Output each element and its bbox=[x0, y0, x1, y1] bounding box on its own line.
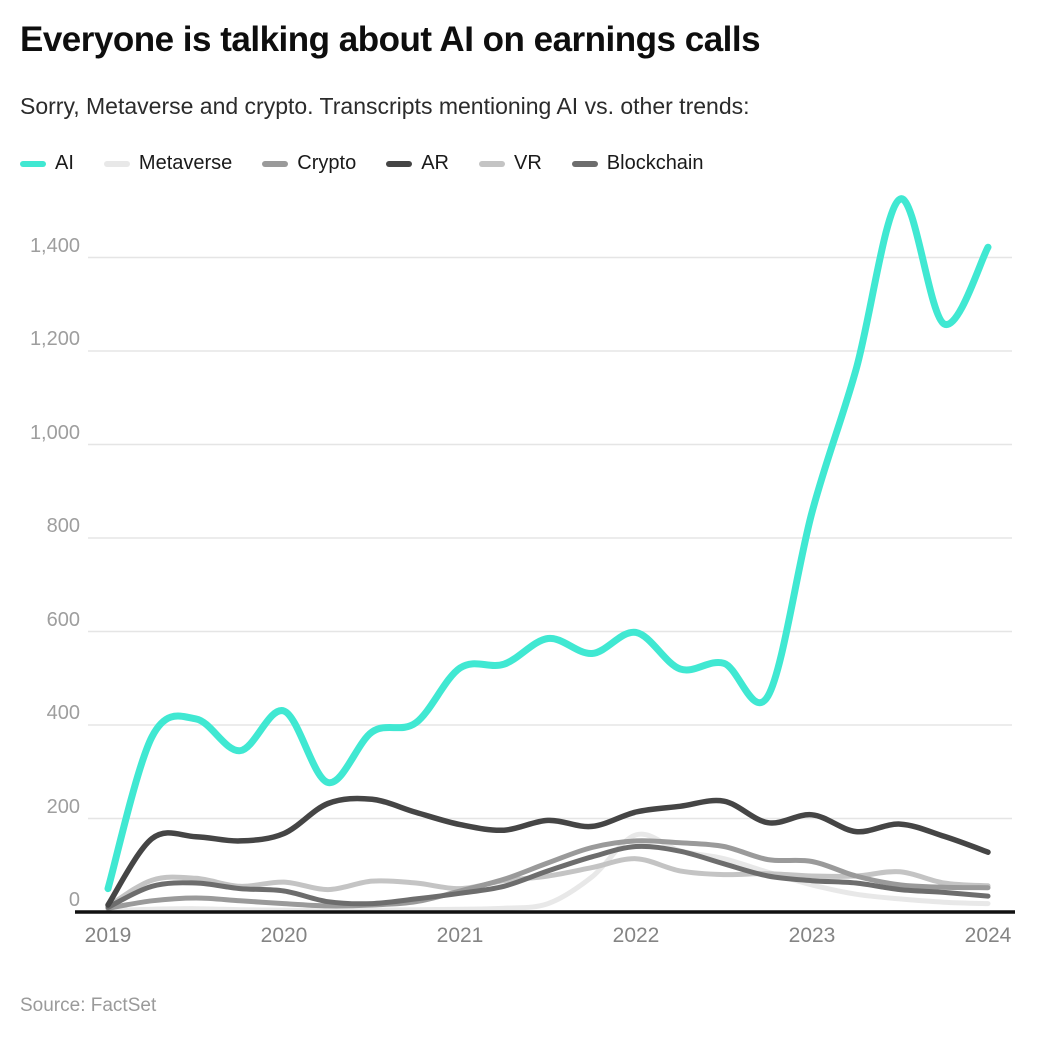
legend-item-ar: AR bbox=[386, 152, 449, 175]
legend-item-metaverse: Metaverse bbox=[103, 152, 233, 175]
y-tick-label: 1,200 bbox=[29, 328, 80, 350]
x-tick-label: 2019 bbox=[84, 924, 132, 947]
chart-title: Everyone is talking about AI on earnings… bbox=[20, 20, 761, 59]
y-tick-label: 0 bbox=[68, 889, 80, 911]
legend-swatch-metaverse bbox=[103, 160, 130, 167]
x-tick-label: 2020 bbox=[260, 924, 308, 947]
legend-item-blockchain: Blockchain bbox=[571, 152, 704, 175]
legend-item-ai: AI bbox=[20, 152, 74, 175]
line-blockchain bbox=[105, 843, 991, 910]
legend-label-ar: AR bbox=[421, 152, 449, 174]
legend-swatch-blockchain bbox=[571, 160, 598, 167]
y-tick-label: 1,400 bbox=[29, 235, 80, 257]
line-ai bbox=[104, 195, 992, 893]
chart-subtitle: Sorry, Metaverse and crypto. Transcripts… bbox=[20, 93, 750, 119]
legend-label-blockchain: Blockchain bbox=[606, 152, 704, 174]
y-tick-label: 200 bbox=[46, 796, 80, 818]
legend-swatch-crypto bbox=[262, 160, 289, 167]
x-tick-label: 2024 bbox=[964, 924, 1012, 947]
legend-label-vr: VR bbox=[513, 152, 542, 174]
line-vr bbox=[105, 856, 991, 909]
legend-item-vr: VR bbox=[478, 152, 542, 175]
x-tick-label: 2021 bbox=[436, 924, 484, 947]
y-tick-label: 600 bbox=[46, 609, 80, 631]
legend-item-crypto: Crypto bbox=[262, 152, 356, 175]
y-tick-label: 1,000 bbox=[29, 422, 80, 444]
legend: AI Metaverse Crypto AR VR Blockchain bbox=[20, 152, 704, 175]
legend-label-ai: AI bbox=[55, 152, 74, 174]
legend-label-crypto: Crypto bbox=[297, 152, 357, 174]
line-crypto bbox=[105, 838, 991, 911]
y-tick-label: 800 bbox=[46, 515, 80, 537]
legend-swatch-ar bbox=[386, 160, 413, 167]
y-tick-label: 400 bbox=[46, 702, 80, 724]
line-metaverse bbox=[105, 831, 991, 914]
legend-swatch-vr bbox=[478, 160, 505, 167]
legend-label-metaverse: Metaverse bbox=[138, 152, 233, 174]
legend-swatch-ai bbox=[20, 160, 46, 167]
source-note: Source: FactSet bbox=[20, 995, 157, 1016]
x-tick-label: 2022 bbox=[612, 924, 660, 947]
x-tick-label: 2023 bbox=[788, 924, 836, 947]
line-ar bbox=[105, 795, 991, 908]
